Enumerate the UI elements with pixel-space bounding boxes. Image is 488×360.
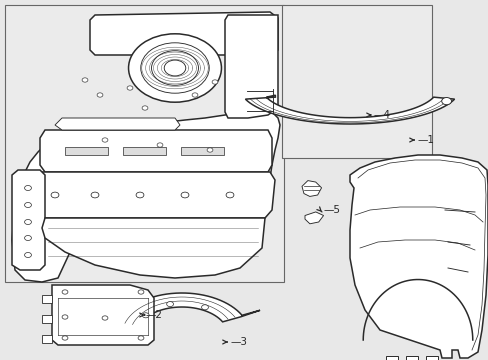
Polygon shape — [245, 95, 454, 124]
Polygon shape — [405, 356, 417, 360]
Polygon shape — [12, 170, 45, 270]
Circle shape — [151, 51, 198, 85]
Circle shape — [24, 235, 31, 240]
Circle shape — [24, 202, 31, 207]
Text: —2: —2 — [146, 310, 163, 320]
Bar — [282, 5, 431, 158]
Polygon shape — [90, 12, 278, 55]
Text: —3: —3 — [230, 337, 247, 347]
Polygon shape — [425, 356, 437, 360]
Circle shape — [138, 336, 143, 340]
Circle shape — [24, 185, 31, 190]
Circle shape — [136, 192, 143, 198]
Polygon shape — [385, 356, 397, 360]
Circle shape — [142, 106, 148, 110]
Circle shape — [97, 93, 102, 97]
Polygon shape — [42, 295, 52, 303]
Polygon shape — [40, 130, 271, 172]
Circle shape — [192, 93, 198, 97]
Circle shape — [138, 290, 143, 294]
Bar — [65, 147, 108, 155]
Circle shape — [24, 252, 31, 257]
Circle shape — [166, 302, 173, 307]
Bar — [181, 147, 224, 155]
Circle shape — [164, 60, 185, 76]
Circle shape — [225, 192, 233, 198]
Polygon shape — [52, 285, 154, 345]
Polygon shape — [42, 315, 52, 323]
Circle shape — [102, 316, 108, 320]
Circle shape — [91, 192, 99, 198]
Circle shape — [141, 43, 209, 93]
Circle shape — [201, 305, 208, 310]
Polygon shape — [224, 15, 278, 118]
Circle shape — [181, 192, 188, 198]
Circle shape — [127, 86, 133, 90]
Circle shape — [62, 336, 68, 340]
Text: —4: —4 — [373, 110, 390, 120]
Polygon shape — [117, 293, 260, 327]
Circle shape — [51, 192, 59, 198]
Circle shape — [82, 78, 88, 82]
Bar — [123, 147, 165, 155]
Polygon shape — [55, 118, 180, 130]
Circle shape — [62, 315, 68, 319]
Circle shape — [102, 138, 108, 142]
Circle shape — [206, 148, 212, 152]
Text: —5: —5 — [324, 205, 340, 215]
Polygon shape — [12, 110, 280, 282]
Circle shape — [62, 290, 68, 294]
Polygon shape — [28, 172, 274, 218]
Text: —1: —1 — [417, 135, 434, 145]
Bar — [5, 5, 284, 282]
Polygon shape — [42, 335, 52, 343]
Circle shape — [157, 143, 163, 147]
Circle shape — [441, 98, 450, 105]
Polygon shape — [302, 181, 321, 197]
Circle shape — [142, 313, 149, 318]
Circle shape — [212, 80, 218, 84]
Polygon shape — [305, 212, 323, 224]
Polygon shape — [42, 218, 264, 278]
Circle shape — [24, 220, 31, 225]
Polygon shape — [349, 155, 487, 358]
Circle shape — [128, 34, 221, 102]
